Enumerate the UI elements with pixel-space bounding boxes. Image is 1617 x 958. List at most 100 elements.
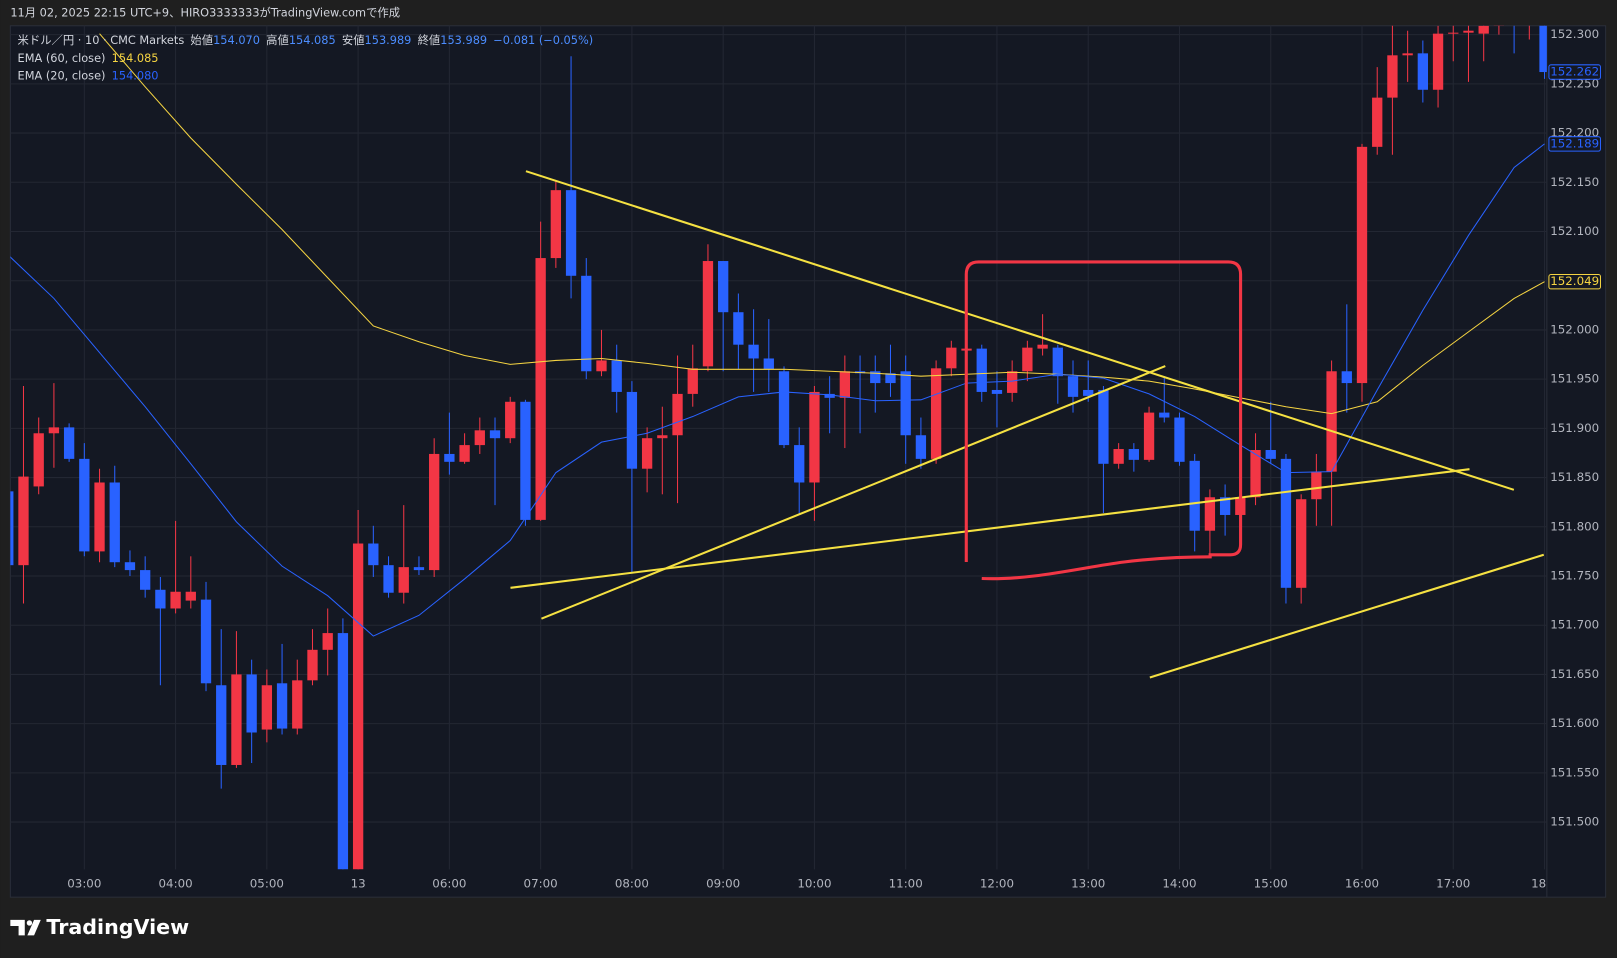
candle-body [231, 674, 242, 765]
candle-body [885, 373, 896, 384]
candle-body [1067, 376, 1079, 397]
candle-body [1539, 25, 1547, 73]
y-tick-label: 151.500 [1550, 815, 1599, 829]
y-tick-label: 152.250 [1550, 76, 1599, 90]
candle-body [216, 685, 227, 765]
candle-body [520, 401, 531, 520]
trend-line [541, 365, 1166, 620]
candle-body [748, 344, 759, 359]
candle-body [687, 368, 698, 394]
series-value: 154.080 [112, 68, 159, 82]
candle-body [930, 368, 942, 459]
caption: 11月 02, 2025 22:15 UTC+9、HIRO3333333がTra… [10, 5, 400, 19]
candle-body [155, 589, 166, 609]
x-tick-label: 15:00 [1254, 876, 1288, 890]
candle-body [94, 482, 105, 552]
y-tick-label: 152.100 [1550, 224, 1599, 238]
candle-body [489, 430, 501, 439]
candle-body [900, 371, 911, 436]
candle-body [505, 401, 516, 439]
candle-body [550, 190, 562, 259]
x-tick-label: 17:00 [1436, 876, 1470, 890]
symbol: 米ドル／円 · 10 · CMC Markets [18, 33, 185, 47]
brand: TradingView [46, 915, 189, 939]
candle-body [1265, 450, 1276, 459]
logo-mark [10, 919, 25, 936]
x-tick-label: 07:00 [524, 876, 558, 890]
candle-body [368, 543, 379, 566]
ema-line [99, 33, 1545, 415]
candle-body [10, 491, 14, 566]
y-tick-label: 151.750 [1550, 568, 1599, 582]
trend-line [510, 468, 1470, 589]
x-tick-label: 11:00 [889, 876, 923, 890]
ema-line [10, 143, 1545, 637]
price-label: 152.189 [1550, 136, 1599, 150]
x-tick-label: 04:00 [159, 876, 193, 890]
candle-body [809, 391, 820, 483]
candle-body [1189, 460, 1200, 531]
candle-body [170, 591, 181, 609]
ohlc-value: 153.989 [440, 33, 487, 47]
candle-body [292, 680, 303, 729]
candle-body [991, 389, 1003, 394]
series-value: 154.085 [112, 51, 159, 65]
candle-body [778, 371, 790, 446]
plot [10, 25, 1547, 870]
price-label-box [1548, 136, 1601, 152]
candle-body [18, 476, 29, 566]
x-tick-label: 08:00 [615, 876, 649, 890]
candle-body [337, 633, 349, 870]
candle-body [1417, 53, 1429, 90]
series-legend-entry: EMA (60, close) 154.085 [18, 51, 159, 65]
candle-body [1128, 449, 1140, 460]
footer-logo [10, 919, 41, 936]
candle-body [626, 391, 638, 469]
candle-body [200, 599, 212, 684]
candle-body [33, 433, 44, 487]
candle-body [581, 275, 592, 372]
candle-body [1326, 371, 1337, 472]
candle-body [444, 453, 455, 462]
candle-body [1250, 450, 1261, 498]
x-tick-label: 14:00 [1162, 876, 1196, 890]
y-tick-label: 151.600 [1550, 716, 1599, 730]
candle-body [794, 445, 805, 483]
price-label-box [1548, 273, 1601, 290]
price-label-box [1548, 64, 1601, 80]
ohlc-value: 154.070 [213, 33, 260, 47]
candle-body [1372, 97, 1383, 147]
candle-body [1448, 32, 1459, 34]
candle-body [1280, 458, 1292, 588]
candle-body [1341, 371, 1352, 384]
candle-body [1387, 55, 1398, 98]
change: −0.081 (−0.05%) [493, 33, 593, 47]
candle-body [1083, 389, 1094, 396]
candle-body [1432, 33, 1444, 90]
candle-body [870, 371, 881, 384]
candle-body [322, 633, 333, 650]
legend: 米ドル／円 · 10 · CMC Markets 始値154.070 高値154.0… [18, 33, 594, 47]
x-tick-label: 12:00 [980, 876, 1014, 890]
candle-body [124, 562, 136, 571]
candle-body [733, 312, 744, 345]
candle-body [429, 453, 440, 571]
series-legend-entry: EMA (20, close) 154.080 [18, 68, 159, 82]
logo-mark [26, 920, 33, 926]
y-tick-label: 151.950 [1550, 372, 1599, 386]
y-tick-label: 152.150 [1550, 175, 1599, 189]
candle-body [1296, 499, 1307, 588]
candle-body [276, 683, 288, 729]
series-name: EMA (60, close) [18, 51, 106, 65]
candle-body [1478, 25, 1489, 34]
x-tick-label: 06:00 [432, 876, 466, 890]
x-tick-label: 03:00 [67, 876, 101, 890]
price-label: 152.049 [1550, 274, 1599, 288]
candle-body [246, 674, 257, 733]
x-axis: 03:00 04:00 05:00 13 06:00 07:00 08:00 09:00 10:… [67, 876, 1547, 890]
highlight-underline [981, 555, 1212, 581]
candle-body [839, 371, 851, 398]
candle-body [702, 261, 714, 367]
